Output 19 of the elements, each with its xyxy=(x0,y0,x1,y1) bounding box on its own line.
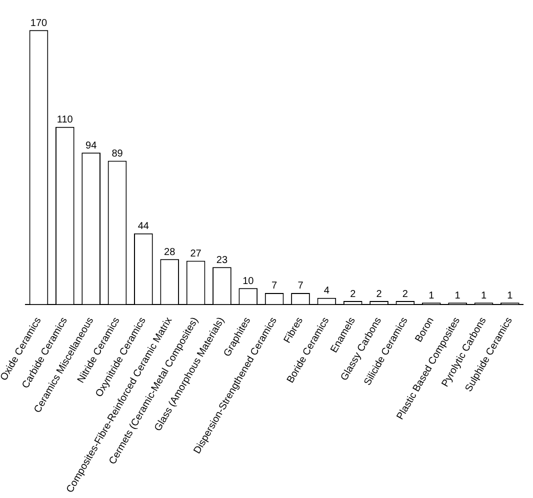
data-label: 1 xyxy=(480,290,487,302)
data-label: 4 xyxy=(324,286,330,297)
data-label: 28 xyxy=(164,246,176,258)
data-label: 10 xyxy=(242,276,254,287)
data-label: 1 xyxy=(428,290,435,302)
data-label: 1 xyxy=(454,290,461,302)
data-label: 110 xyxy=(56,114,74,126)
data-label: 27 xyxy=(190,248,202,260)
data-label: 44 xyxy=(138,221,150,232)
data-label: 89 xyxy=(112,148,124,160)
data-label: 7 xyxy=(298,280,304,292)
data-label: 2 xyxy=(350,288,356,300)
data-label: 94 xyxy=(86,140,98,152)
data-label: 170 xyxy=(30,18,48,29)
data-label: 23 xyxy=(216,254,228,266)
data-label: 2 xyxy=(402,288,408,300)
data-label: 7 xyxy=(272,280,278,292)
data-label: 2 xyxy=(376,288,382,300)
data-label: 1 xyxy=(507,290,514,302)
